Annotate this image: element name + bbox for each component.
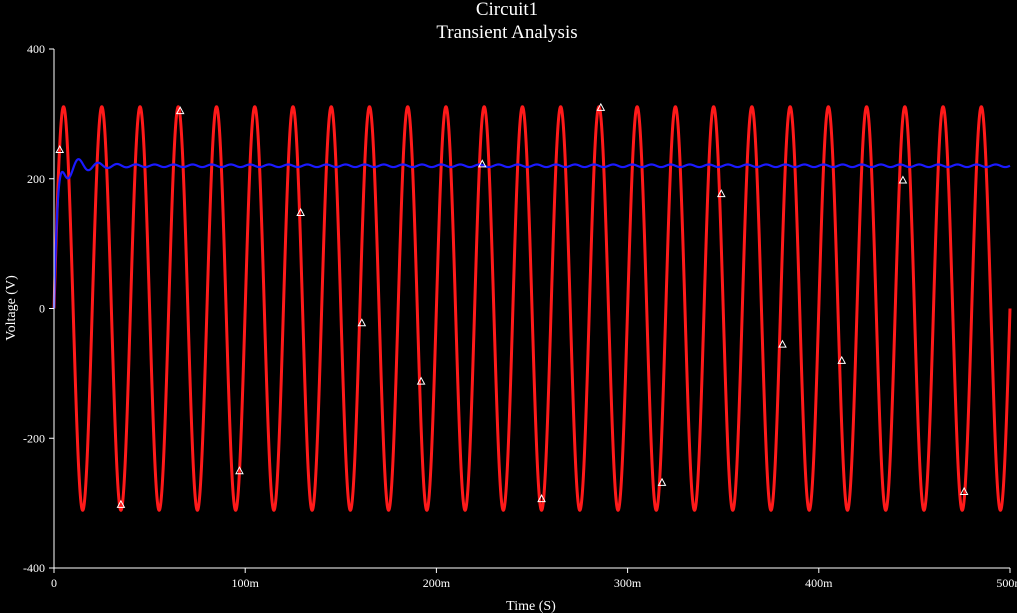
triangle-marker (175, 106, 185, 115)
y-axis-label: Voltage (V) (4, 275, 19, 341)
y-tick-label: 400 (27, 42, 45, 56)
x-tick-label: 0 (51, 576, 57, 590)
triangle-marker (778, 339, 787, 348)
x-tick-label: 100m (232, 576, 260, 590)
x-axis-ticks: 0 100m 200m 300m 400m 500m (51, 568, 1017, 590)
triangle-marker (537, 494, 546, 503)
triangle-marker (959, 486, 969, 495)
chart-title: Circuit1 (476, 0, 538, 20)
triangle-marker (357, 318, 367, 327)
triangle-marker (116, 499, 126, 508)
triangle-marker (235, 466, 244, 475)
y-tick-label: 0 (39, 302, 45, 316)
triangle-marker (296, 207, 305, 216)
chart-subtitle: Transient Analysis (436, 22, 577, 43)
plot-lines (52, 105, 1012, 512)
x-tick-label: 500m (996, 576, 1017, 590)
triangle-marker (55, 145, 65, 154)
triangle-marker (837, 355, 847, 364)
triangle-marker (477, 159, 487, 168)
triangle-marker (596, 102, 606, 111)
triangle-marker (416, 376, 426, 385)
series-line-red (52, 105, 1012, 512)
triangle-marker (657, 477, 667, 486)
x-tick-label: 300m (614, 576, 642, 590)
triangle-marker (898, 175, 908, 184)
x-tick-label: 400m (805, 576, 833, 590)
x-axis-label: Time (S) (506, 599, 556, 613)
triangle-marker (716, 189, 726, 198)
y-tick-label: 200 (27, 172, 45, 186)
series-line-blue (52, 158, 1011, 309)
x-tick-label: 200m (423, 576, 451, 590)
markers-layer (55, 102, 969, 508)
y-tick-label: -400 (23, 561, 45, 575)
y-tick-label: -200 (23, 431, 45, 445)
y-axis-ticks: -400 -200 0 200 400 (23, 42, 54, 575)
